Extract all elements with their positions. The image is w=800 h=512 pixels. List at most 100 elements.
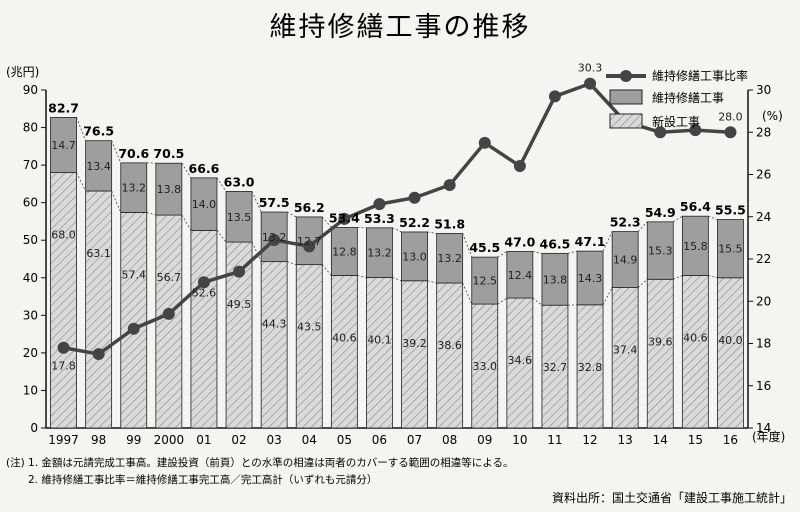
connector-top bbox=[216, 177, 227, 192]
ratio-value-label: 30.3 bbox=[578, 62, 603, 75]
bar-new-construction bbox=[646, 278, 674, 429]
bar-maintenance bbox=[330, 227, 358, 276]
connector-mid bbox=[111, 190, 122, 213]
legend-swatch-new-construction bbox=[609, 113, 643, 129]
total-label: 52.3 bbox=[610, 215, 641, 230]
ratio-point bbox=[338, 212, 351, 225]
ratio-point bbox=[92, 348, 105, 361]
legend-label-ratio: 維持修繕工事比率 bbox=[652, 68, 748, 83]
ratio-point bbox=[654, 126, 667, 139]
new-construction-value-label: 43.5 bbox=[297, 321, 322, 334]
maintenance-value-label: 14.7 bbox=[51, 139, 76, 152]
y-tick-label: 90 bbox=[23, 83, 38, 97]
data-labels: 82.7 14.7 68.0 76.5 13.4 63.1 70.6 13.2 57.4 70.5… bbox=[48, 62, 746, 375]
bar-new-construction bbox=[155, 214, 183, 429]
bar-new-construction bbox=[190, 230, 218, 429]
bar-new-construction bbox=[611, 287, 639, 429]
bar-new-construction bbox=[436, 282, 464, 429]
total-label: 47.1 bbox=[575, 234, 606, 249]
maintenance-value-label: 12.7 bbox=[297, 235, 322, 248]
ratio-point bbox=[127, 322, 140, 335]
maintenance-value-label: 13.8 bbox=[543, 273, 568, 286]
bar-maintenance bbox=[681, 215, 709, 276]
new-construction-value-label: 40.1 bbox=[367, 333, 392, 346]
bar-new-construction bbox=[717, 277, 744, 429]
new-construction-value-label: 52.6 bbox=[192, 286, 217, 299]
maintenance-value-label: 12.4 bbox=[508, 269, 533, 282]
bar-new-construction bbox=[85, 190, 113, 429]
bar-maintenance bbox=[436, 233, 464, 284]
ratio-point bbox=[408, 191, 421, 204]
maintenance-value-label: 14.0 bbox=[192, 198, 217, 211]
maintenance-value-label: 13.2 bbox=[122, 182, 147, 195]
maintenance-value-label: 15.8 bbox=[683, 240, 708, 253]
x-tick-label: 12 bbox=[582, 433, 597, 447]
ratio-point bbox=[57, 341, 70, 354]
bar-maintenance bbox=[717, 219, 744, 279]
connector-mid bbox=[76, 172, 87, 192]
maintenance-value-label: 14.3 bbox=[578, 272, 603, 285]
y-tick-label: 10 bbox=[23, 383, 38, 397]
maintenance-value-label: 13.2 bbox=[437, 252, 462, 265]
new-construction-value-label: 68.0 bbox=[51, 229, 76, 242]
new-construction-value-label: 38.6 bbox=[437, 339, 462, 352]
x-tick-label: 08 bbox=[442, 433, 457, 447]
connector-mid bbox=[497, 297, 508, 305]
connector-top bbox=[76, 117, 87, 141]
connector-top bbox=[532, 251, 543, 254]
x-axis-unit: (年度) bbox=[752, 429, 785, 444]
bar-maintenance bbox=[225, 190, 253, 243]
bar-new-construction bbox=[471, 303, 499, 429]
x-tick-label: 03 bbox=[267, 433, 282, 447]
x-tick-label: 01 bbox=[196, 433, 211, 447]
bar-maintenance bbox=[576, 250, 604, 306]
connector-top bbox=[462, 233, 473, 258]
x-tick-label: 07 bbox=[407, 433, 422, 447]
total-label: 70.6 bbox=[118, 146, 149, 161]
legend-marker-swatch bbox=[620, 70, 632, 82]
total-label: 63.0 bbox=[224, 174, 255, 189]
y2-tick-label: 24 bbox=[756, 210, 771, 224]
connector-top bbox=[427, 231, 437, 234]
total-label: 55.5 bbox=[715, 203, 746, 218]
ratio-value-label: 17.8 bbox=[51, 360, 76, 373]
bar-new-construction bbox=[120, 212, 148, 429]
connector-top bbox=[602, 231, 613, 252]
y2-tick-label: 22 bbox=[756, 252, 771, 266]
bar-new-construction bbox=[541, 304, 569, 429]
maintenance-value-label: 13.5 bbox=[227, 211, 252, 224]
connector-top bbox=[497, 251, 508, 258]
ratio-point bbox=[373, 198, 386, 211]
maintenance-value-label: 13.4 bbox=[86, 160, 111, 173]
connector-mid bbox=[321, 264, 332, 276]
ratio-point bbox=[162, 307, 175, 320]
ratio-point bbox=[268, 233, 281, 246]
ratio-point bbox=[303, 240, 316, 253]
y-axis-unit: (兆円) bbox=[6, 65, 39, 79]
new-construction-value-label: 49.5 bbox=[227, 298, 252, 311]
total-label: 66.6 bbox=[189, 161, 220, 176]
bar-new-construction bbox=[330, 275, 358, 429]
total-label: 70.5 bbox=[153, 146, 184, 161]
x-tick-label: 06 bbox=[372, 433, 387, 447]
legend-label-new-construction: 新設工事 bbox=[652, 114, 700, 129]
x-tick-label: 98 bbox=[91, 433, 106, 447]
new-construction-value-label: 39.6 bbox=[648, 335, 673, 348]
total-label: 54.9 bbox=[645, 205, 676, 220]
x-tick-label: 10 bbox=[512, 433, 527, 447]
connector-mid bbox=[287, 261, 297, 266]
bar-maintenance bbox=[541, 252, 569, 306]
total-label: 76.5 bbox=[83, 124, 114, 139]
bar-new-construction bbox=[366, 277, 393, 429]
y-tick-label: 20 bbox=[23, 346, 38, 360]
total-label: 82.7 bbox=[48, 100, 79, 115]
legend: 維持修繕工事比率 維持修繕工事 新設工事 bbox=[606, 68, 748, 129]
total-label: 52.2 bbox=[399, 215, 430, 230]
new-construction-value-label: 57.4 bbox=[122, 268, 147, 281]
bar-maintenance bbox=[155, 162, 183, 216]
connector-mid bbox=[532, 297, 543, 306]
total-label: 46.5 bbox=[540, 236, 571, 251]
y2-tick-label: 20 bbox=[756, 294, 771, 308]
